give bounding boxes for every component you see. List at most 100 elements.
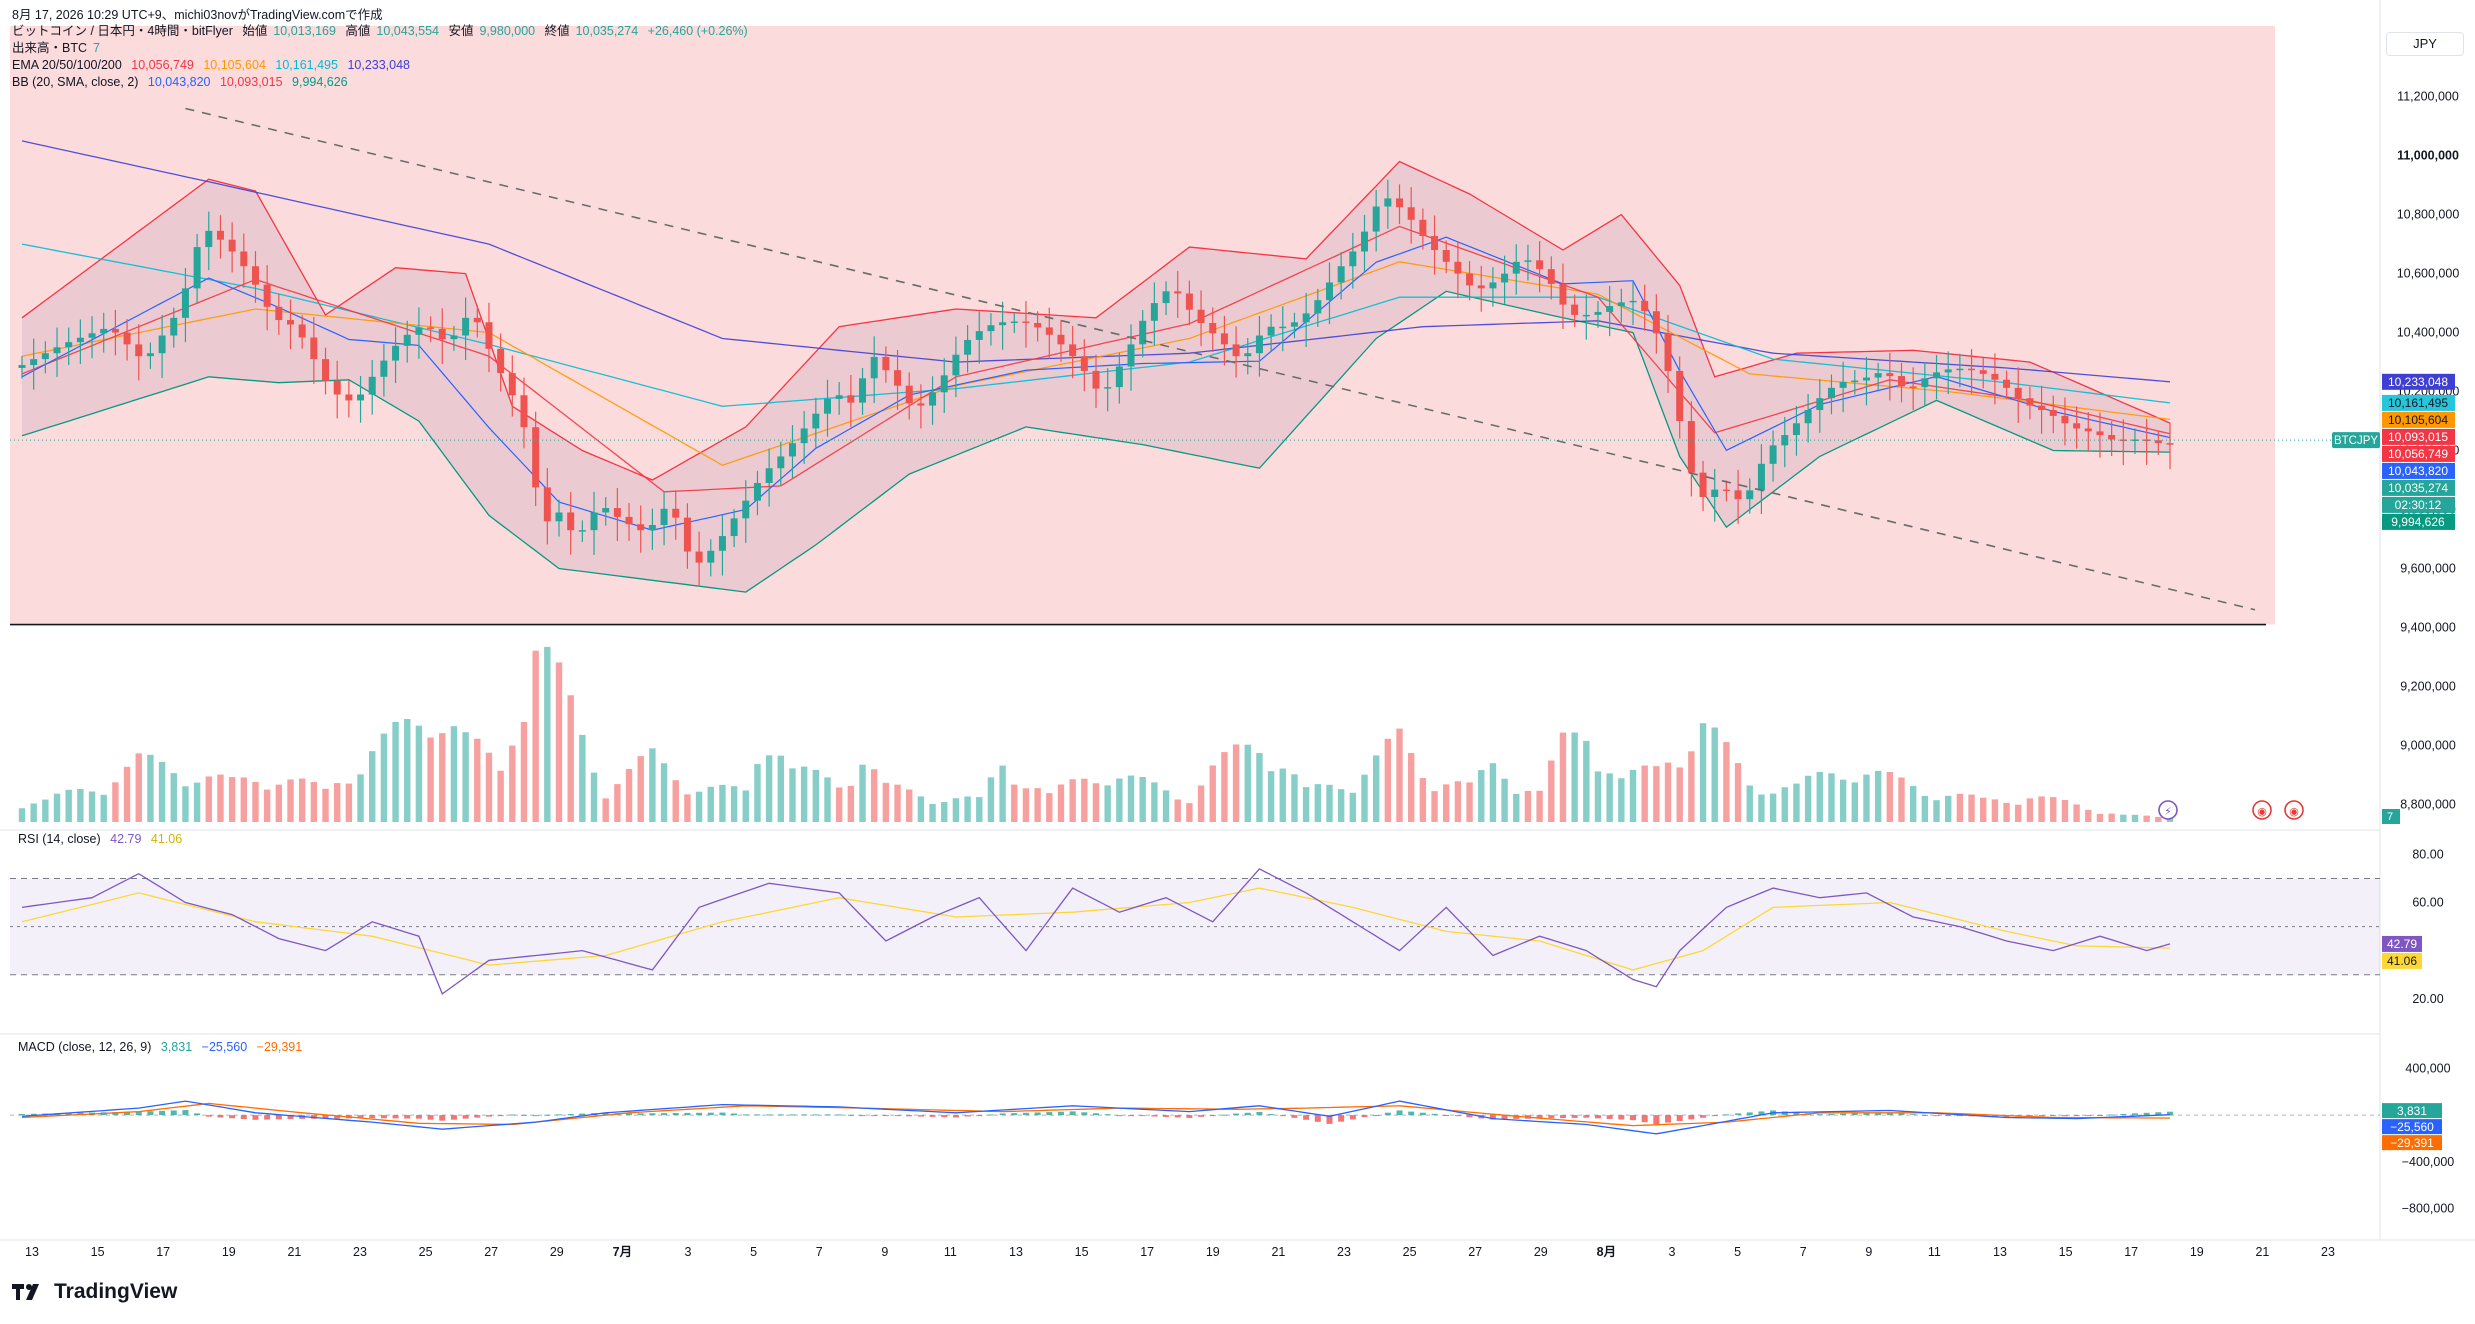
time-tick-label: 7 [816,1245,823,1259]
rsi-legend[interactable]: RSI (14, close) 42.79 41.06 [18,832,182,846]
candle-body [532,427,540,488]
event-marker-glyph: ◉ [2289,805,2299,818]
macd-hist-bar [672,1113,679,1116]
currency-selector[interactable]: JPY [2386,32,2464,56]
candle-body [1816,398,1824,410]
ohlc-legend[interactable]: ビットコイン / 日本円・4時間・bitFlyer 始値 10,013,169 高… [12,22,754,40]
macd-hist-bar [1606,1115,1613,1119]
macd-hist-bar [964,1115,971,1117]
macd-hist-bar [1396,1110,1403,1116]
volume-bar [1769,793,1777,822]
price-tick-label: 9,600,000 [2400,561,2456,575]
volume-bar [1559,732,1567,822]
volume-bar [1011,784,1018,822]
volume-tag-text: 7 [2387,811,2393,823]
symbol-title[interactable]: ビットコイン / 日本円・4時間・bitFlyer [12,24,233,38]
close-label: 終値 [544,24,570,38]
volume-bar [1734,763,1742,822]
volume-bar [1349,792,1357,822]
macd-hist-bar [1921,1114,1928,1116]
tradingview-logo[interactable]: TradingView [12,1280,177,1304]
candle-body [240,251,248,267]
volume-bar [1419,778,1427,822]
volume-bar [42,799,49,822]
volume-bar [1664,762,1672,822]
volume-bar [1688,751,1695,822]
candle-body [1641,300,1649,312]
macd-hist-bar [1711,1115,1718,1117]
ema-legend[interactable]: EMA 20/50/100/200 10,056,749 10,105,604 … [12,56,416,74]
volume-bar [544,646,551,822]
macd-hist-bar [1244,1112,1251,1116]
time-axis[interactable]: 13 15 17 19 21 23 25 27 29 7月 3 5 7 9 11 13 15 17 19 21 23 25… [25,1245,2335,1259]
volume-bar [1151,782,1158,822]
volume-bar [1139,777,1146,822]
price-axis[interactable]: 11,200,000 11,000,000 10,800,000 10,600,000… [2397,90,2460,1216]
macd-hist-bar [287,1115,294,1120]
candles[interactable] [18,179,2174,587]
volume-bar [684,794,691,822]
candle-body [602,508,610,513]
rsi-ma-tag [2382,952,2422,969]
candle-body [847,395,855,403]
time-tick-label: 17 [156,1245,170,1259]
macd-hist-bar [696,1112,703,1116]
candle-body [987,325,995,332]
macd-hist-bar [2085,1115,2092,1117]
candle-body [1349,251,1357,267]
volume-legend[interactable]: 出来高・BTC 7 [12,39,106,57]
candle-body [1279,326,1287,329]
candle-body [450,335,458,340]
macd-hist-bar [240,1115,247,1120]
price-tag-text: 10,105,604 [2388,413,2448,427]
volume-bar [345,783,353,822]
candle-body [952,354,960,376]
macd-hist-bar [1945,1115,1952,1117]
macd-hist-bar [404,1115,411,1119]
rsi-tag-text: 42.79 [2387,937,2417,951]
candle-body [1769,445,1777,464]
macd-hist-bar [65,1113,72,1116]
volume-bar [2096,813,2104,822]
bb-legend[interactable]: BB (20, SMA, close, 2) 10,043,820 10,093… [12,73,354,91]
macd-hist-bar [1956,1115,1963,1117]
volume-bar [205,776,212,822]
candle-body [1419,219,1427,237]
volume-bar [369,751,376,822]
macd-hist-bar [1431,1113,1438,1116]
candle-body [485,322,493,349]
time-tick-label: 9 [881,1245,888,1259]
candle-body [1874,373,1882,378]
volume-bar [707,786,714,822]
volume-bar [1641,765,1648,822]
volume-bar [1863,774,1870,822]
macd-legend[interactable]: MACD (close, 12, 26, 9) 3,831 −25,560 −2… [18,1040,302,1054]
macd-hist-bar [1688,1115,1695,1120]
candle-body [1431,236,1439,251]
candle-body [1664,333,1672,371]
candle-body [835,395,843,399]
volume-bar [730,786,738,822]
macd-hist-bar [334,1115,341,1119]
candle-body [333,380,341,395]
volume-bar [509,745,516,822]
annotations[interactable]: ⚡ ◉ ◉ [10,107,2380,820]
candle-body [1139,320,1147,345]
candle-body [1267,326,1275,336]
candle-body [322,359,330,381]
volume-bar [2003,802,2010,822]
candle-body [2038,405,2046,410]
volume-bar [1804,775,1812,822]
candle-body [1290,322,1298,327]
macd-hist-bar [579,1113,586,1116]
macd-hist-bar [801,1114,808,1116]
volume-bar [800,766,808,822]
time-tick-label: 29 [1534,1245,1548,1259]
candle-body [1396,198,1404,208]
macd-hist-bar [987,1114,994,1116]
price-tag-text: 10,043,820 [2388,464,2448,478]
price-tick-label: 11,000,000 [2397,149,2459,163]
macd-hist-bar [637,1113,644,1116]
volume-bar [1431,791,1438,822]
